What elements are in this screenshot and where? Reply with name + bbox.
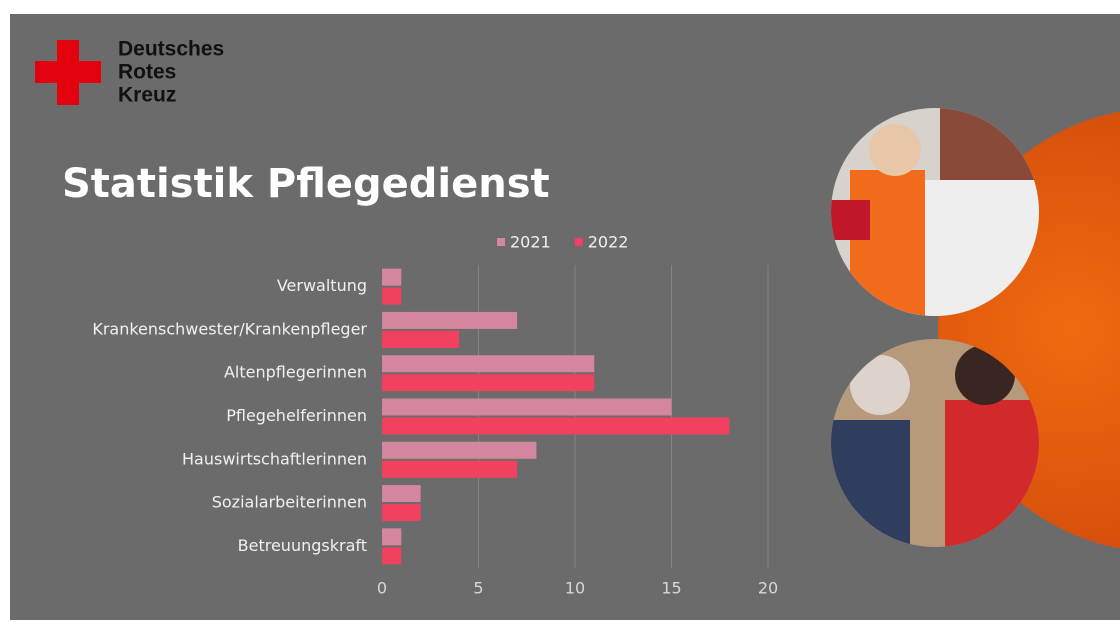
y-tick-label: Hauswirtschaftlerinnen	[182, 449, 367, 468]
bar	[382, 528, 401, 545]
page: Deutsches Rotes Kreuz Statistik Pflegedi…	[0, 0, 1120, 630]
x-tick-label: 10	[565, 579, 585, 598]
y-tick-label: Betreuungskraft	[238, 536, 367, 555]
legend-swatch	[575, 238, 583, 246]
bar	[382, 442, 536, 459]
y-tick-label: Sozialarbeiterinnen	[212, 493, 367, 512]
bar	[382, 547, 401, 564]
legend-label: 2022	[588, 233, 629, 252]
bar	[382, 485, 421, 502]
x-tick-label: 20	[758, 579, 778, 598]
slide: Deutsches Rotes Kreuz Statistik Pflegedi…	[0, 0, 1120, 630]
bar	[382, 461, 517, 478]
chart-title: Statistik Pflegedienst	[62, 161, 550, 207]
bar	[382, 288, 401, 305]
bar	[382, 331, 459, 348]
brand-line: Deutsches	[118, 38, 224, 61]
bar	[382, 269, 401, 286]
bar	[382, 312, 517, 329]
legend-swatch	[497, 238, 505, 246]
brand-line: Kreuz	[118, 84, 176, 107]
bar	[382, 355, 594, 372]
y-tick-label: Verwaltung	[277, 276, 367, 295]
x-tick-label: 0	[377, 579, 387, 598]
y-tick-label: Altenpflegerinnen	[224, 363, 367, 382]
bar	[382, 399, 672, 416]
y-tick-label: Krankenschwester/Krankenpfleger	[92, 319, 367, 338]
x-tick-label: 15	[661, 579, 681, 598]
x-tick-label: 5	[473, 579, 483, 598]
brand-line: Rotes	[118, 61, 176, 84]
bar	[382, 374, 594, 391]
y-tick-label: Pflegehelferinnen	[226, 406, 367, 425]
bar	[382, 418, 729, 435]
legend-label: 2021	[510, 233, 551, 252]
bar	[382, 504, 421, 521]
